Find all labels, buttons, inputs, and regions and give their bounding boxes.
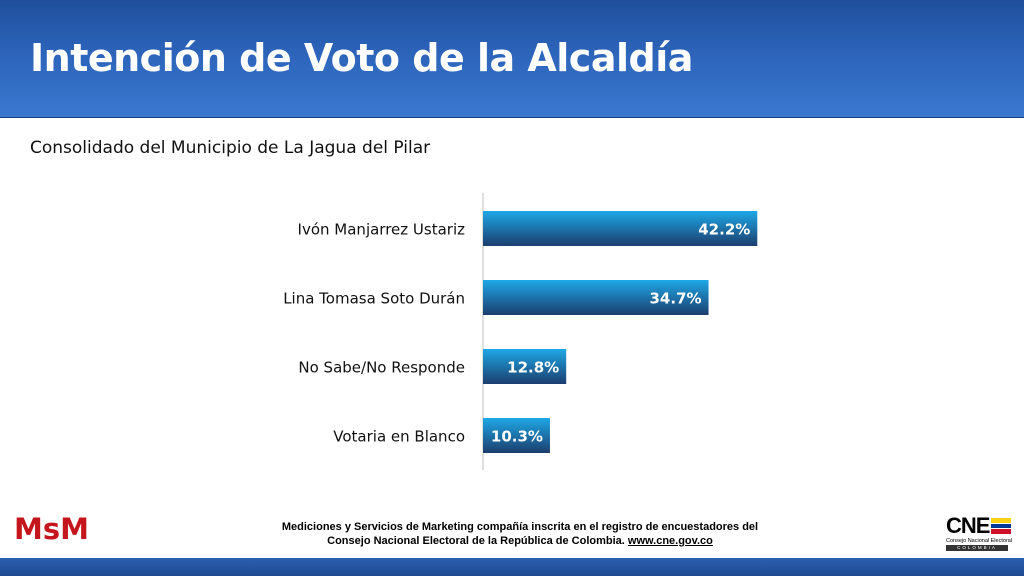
data-label: 12.8% (507, 359, 559, 377)
cne-logo-name: Consejo Nacional Electoral (946, 538, 1013, 544)
category-label: Ivón Manjarrez Ustariz (298, 221, 466, 239)
msm-logo: MsM (14, 512, 89, 546)
cne-logo-letters: CNE (946, 513, 990, 538)
data-label: 34.7% (650, 290, 702, 308)
footer-line-1: Mediciones y Servicios de Marketing comp… (281, 521, 759, 533)
footer-line-2: Consejo Nacional Electoral de la Repúbli… (327, 535, 625, 547)
category-label: Votaria en Blanco (333, 428, 465, 446)
chart-subtitle: Consolidado del Municipio de La Jagua de… (30, 138, 431, 158)
colombia-flag-icon (991, 518, 1011, 534)
data-label: 10.3% (491, 428, 543, 446)
page-title: Intención de Voto de la Alcaldía (30, 36, 693, 80)
bar (483, 418, 550, 453)
cne-logo-country: COLOMBIA (946, 545, 1008, 551)
bar (483, 280, 709, 315)
bottom-bar (0, 558, 1024, 576)
category-label: No Sabe/No Responde (298, 359, 465, 377)
cne-website-link[interactable]: www.cne.gov.co (627, 535, 713, 547)
bar (483, 349, 567, 384)
footer-disclaimer: Mediciones y Servicios de Marketing comp… (240, 520, 800, 548)
bar (483, 211, 758, 246)
category-label: Lina Tomasa Soto Durán (283, 290, 465, 308)
data-label: 42.2% (698, 221, 750, 239)
cne-logo: CNE Consejo Nacional Electoral COLOMBIA (946, 515, 1016, 551)
header-banner: Intención de Voto de la Alcaldía (0, 0, 1024, 118)
